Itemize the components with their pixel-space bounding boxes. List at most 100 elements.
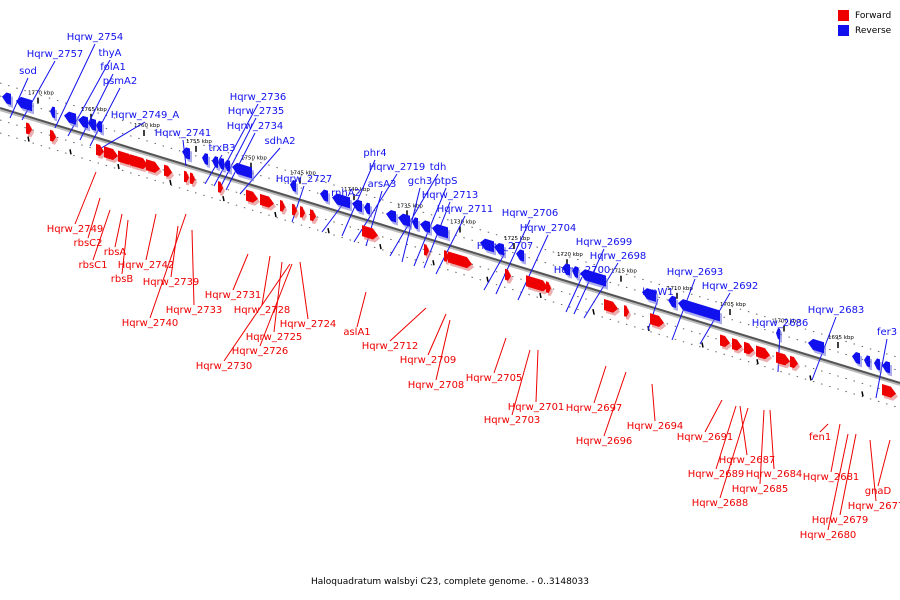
gene-arrow-body	[398, 213, 410, 227]
gene-arrow-hqrw-2734	[224, 159, 232, 175]
legend-forward-label: Forward	[855, 10, 892, 21]
gene-label-hqrw-2740: Hqrw_2740	[122, 318, 179, 329]
leader-line-hqrw-2749-a	[97, 121, 146, 151]
gene-arrow-hqrw-2683	[808, 338, 826, 357]
gene-arrow-body	[224, 159, 230, 172]
gene-arrow-body	[720, 334, 730, 347]
leader-line-hqrw-2749	[74, 171, 97, 225]
leader-line-hqrw-2735	[219, 117, 257, 189]
gene-arrow-body	[516, 249, 524, 262]
gene-arrow-hqrw-2687	[732, 338, 744, 354]
gene-label-hqrw-2733: Hqrw_2733	[166, 305, 223, 316]
gene-label-rnha2: rnhA2	[331, 188, 361, 199]
gene-label-rbsb: rbsB	[111, 274, 134, 285]
gene-arrow-psma2	[88, 118, 98, 134]
leader-line-hqrw-2689	[715, 405, 737, 470]
forward-strand-mark	[169, 179, 172, 186]
gene-label-hqrw-2700: Hqrw_2700	[554, 265, 611, 276]
forward-strand-mark	[539, 292, 542, 299]
gene-arrow-hqrw-2724	[300, 206, 307, 221]
leader-line-hqrw-2691	[704, 399, 723, 433]
gene-arrow-body	[624, 305, 629, 317]
gene-label-hqrw-2703: Hqrw_2703	[484, 415, 541, 426]
gene-arrow-body	[164, 164, 172, 177]
gene-arrow-body	[882, 383, 896, 398]
leader-line-rbsb	[121, 219, 129, 275]
gene-label-hqrw-2754: Hqrw_2754	[67, 32, 124, 43]
gene-arrow-hqrw-2693	[668, 295, 678, 312]
leader-line-hqrw-2728	[261, 255, 271, 306]
gene-arrow-body	[2, 92, 11, 105]
leader-line-hqrw-2677	[869, 439, 877, 502]
leader-line-hqrw-2681	[830, 423, 841, 473]
gene-arrow-body	[320, 189, 328, 202]
gene-label-hqrw-2677: Hqrw_2677	[848, 501, 900, 512]
gene-arrow-body	[642, 288, 656, 302]
gene-arrow-body	[50, 106, 55, 119]
gene-arrow-arsa3	[364, 202, 372, 218]
gene-arrow-fer3	[874, 358, 882, 374]
gene-arrow-lepw1	[642, 288, 658, 305]
gene-arrow-hqrw-2689	[744, 341, 756, 358]
gene-arrow-body	[182, 147, 190, 160]
leader-line-psma2	[89, 87, 121, 147]
gene-arrow-hqrw-2741	[182, 147, 192, 163]
leader-line-hqrw-2703	[511, 349, 531, 416]
gene-label-hqrw-2757: Hqrw_2757	[27, 49, 84, 60]
leader-line-hqrw-2709	[427, 313, 447, 356]
gene-arrow-body	[650, 313, 664, 327]
gene-label-hqrw-2693: Hqrw_2693	[667, 267, 724, 278]
gene-arrow-hqrw-2685	[776, 351, 792, 369]
gene-arrow-body	[494, 242, 504, 256]
gene-label-hqrw-2735: Hqrw_2735	[228, 106, 285, 117]
gene-arrow-body	[218, 158, 224, 170]
gene-arrow-hqrw-2707	[480, 238, 496, 256]
leader-line-hqrw-2687	[739, 405, 748, 456]
gene-arrow-body	[364, 202, 370, 215]
gene-label-hqrw-2724: Hqrw_2724	[280, 319, 337, 330]
kbp-ticks: 1770 kbp 1765 kbp 1760 kbp 1755 kbp 1750 kbp…	[27, 91, 864, 397]
leader-line-hqrw-2707	[483, 252, 506, 291]
gene-arrow-body	[424, 244, 429, 256]
leader-line-hqrw-2725	[273, 261, 283, 333]
gene-label-hqrw-2749-a: Hqrw_2749_A	[111, 110, 180, 121]
gene-label-hqrw-2708: Hqrw_2708	[408, 380, 465, 391]
gene-label-hqrw-2679: Hqrw_2679	[812, 515, 869, 526]
gene-arrow-rbsa	[104, 146, 120, 164]
gene-arrow-hqrw-2726	[292, 203, 299, 219]
gene-arrow-sdha2	[232, 162, 254, 182]
gene-label-sod: sod	[19, 66, 37, 77]
gene-arrow-body	[104, 146, 118, 161]
forward-strand-mark	[69, 149, 72, 155]
leader-line-hqrw-2684	[769, 409, 775, 470]
gene-label-hqrw-2709: Hqrw_2709	[400, 355, 457, 366]
gene-arrow-body	[96, 143, 104, 157]
gene-label-lepw1: lepW1	[642, 287, 674, 298]
gene-arrow-hqrw-2728	[260, 193, 276, 211]
gene-arrow-asla1	[362, 225, 380, 243]
gene-arrow-body	[732, 338, 742, 351]
gene-label-hqrw-2707: Hqrw_2707	[477, 241, 534, 252]
gene-arrow-body	[776, 351, 790, 366]
gene-label-thya: thyA	[98, 48, 121, 59]
gene-arrow	[218, 181, 225, 196]
gene-label-hqrw-2726: Hqrw_2726	[232, 346, 289, 357]
leader-line-hqrw-2700	[565, 276, 583, 313]
leader-line-sdha2	[239, 147, 281, 195]
gene-label-hqrw-2699: Hqrw_2699	[576, 237, 633, 248]
leader-line-hqrw-2679	[839, 433, 857, 516]
gene-label-hqrw-2728: Hqrw_2728	[234, 305, 291, 316]
gene-label-hqrw-2705: Hqrw_2705	[466, 373, 523, 384]
gene-arrow-hqrw-2733	[190, 172, 197, 188]
gene-arrow-body	[864, 355, 870, 368]
gene-arrow-body	[412, 217, 418, 230]
gene-arrow-hqrw-2712	[424, 244, 431, 259]
gene-arrow-body	[882, 361, 890, 374]
gene-arrow-hqrw-2704	[516, 249, 526, 265]
gene-arrow-hqrw-2698	[580, 269, 608, 290]
gene-arrow-body	[852, 352, 860, 365]
gene-arrow-hqrw-2725	[280, 200, 287, 215]
kbp-tick-label: 1725 kbp	[504, 236, 530, 242]
leader-line-hqrw-2733	[191, 229, 195, 306]
